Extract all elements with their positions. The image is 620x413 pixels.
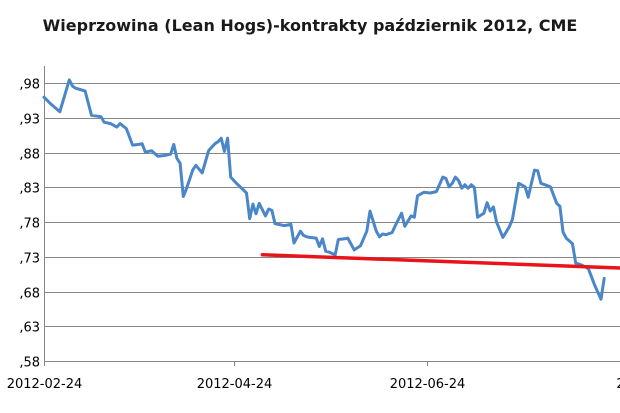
x-tick-label: 2012-04-24 bbox=[197, 377, 273, 392]
y-tick-label: ,98 bbox=[19, 78, 40, 93]
x-tick-label: 2012-02-24 bbox=[7, 377, 83, 392]
chart-title: Wieprzowina (Lean Hogs)-kontrakty paździ… bbox=[42, 16, 578, 35]
y-tick-label: ,93 bbox=[19, 113, 40, 128]
x-tick-label: 2012-06-24 bbox=[390, 377, 466, 392]
y-tick-label: ,63 bbox=[19, 321, 40, 336]
price-series-line bbox=[42, 78, 606, 301]
y-tick-label: ,68 bbox=[19, 287, 40, 302]
y-tick-label: ,88 bbox=[19, 148, 40, 163]
y-tick-label: ,73 bbox=[19, 252, 40, 267]
y-tick-label: ,83 bbox=[19, 182, 40, 197]
x-tick-label: 2 bbox=[616, 377, 620, 392]
y-tick-label: ,58 bbox=[19, 356, 40, 371]
y-tick-label: ,78 bbox=[19, 217, 40, 232]
trend-line bbox=[260, 253, 620, 270]
